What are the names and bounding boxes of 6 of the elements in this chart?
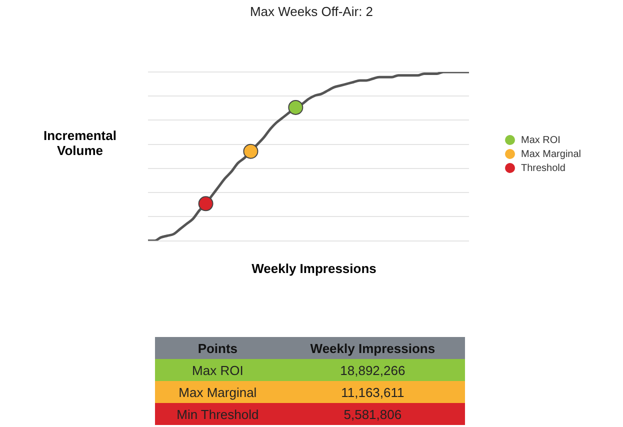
x-axis-title: Weekly Impressions [250,261,378,276]
legend-label: Max Marginal [521,148,582,160]
legend-label: Threshold [521,162,566,174]
chart-title: Max Weeks Off-Air: 2 [248,4,374,19]
legend-label: Max ROI [521,134,560,146]
y-axis-title: Incremental Volume [42,128,118,158]
